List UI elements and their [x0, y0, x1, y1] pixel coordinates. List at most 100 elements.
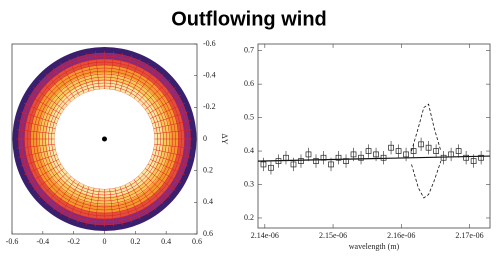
- data-point: [260, 161, 267, 168]
- y-tick-label: 0.4: [203, 197, 213, 206]
- data-point: [425, 144, 432, 151]
- grid-radial: [133, 179, 159, 214]
- grid-radial: [129, 182, 151, 219]
- data-point: [470, 158, 477, 164]
- grid-radial: [154, 129, 193, 135]
- grid-radial: [24, 163, 62, 186]
- data-point: [478, 154, 484, 161]
- grid-radial: [16, 119, 56, 129]
- x-tick-label: 2.15e-06: [319, 231, 347, 240]
- grid-radial: [16, 149, 56, 159]
- grid-radial: [150, 159, 189, 177]
- data-point: [463, 154, 469, 161]
- model-line: [411, 160, 442, 199]
- data-point: [433, 148, 439, 154]
- y-tick-label: 0: [203, 134, 207, 143]
- grid-radial: [24, 92, 62, 115]
- grid-radial: [109, 51, 115, 90]
- y-tick-label: 0.2: [244, 213, 254, 222]
- x-tick-label: 0.2: [130, 237, 140, 246]
- grid-radial: [85, 187, 95, 227]
- grid-radial: [66, 54, 85, 94]
- grid-radial: [119, 51, 134, 92]
- grid-radial: [141, 172, 174, 201]
- grid-radial: [16, 143, 55, 149]
- y-tick-label: 0.4: [244, 146, 254, 155]
- data-point: [313, 158, 319, 164]
- grid-radial: [66, 184, 85, 224]
- grid-radial: [42, 70, 72, 103]
- grid-radial: [114, 187, 124, 227]
- figure-title: Outflowing wind: [171, 8, 327, 30]
- center-star: [102, 136, 107, 142]
- data-point: [365, 148, 372, 154]
- data-point: [388, 144, 394, 151]
- grid-radial: [133, 64, 159, 99]
- grid-radial: [42, 175, 72, 208]
- data-point: [418, 141, 424, 148]
- grid-radial: [141, 77, 174, 106]
- y-tick-label: -0.4: [203, 70, 216, 79]
- grid-radial: [16, 110, 58, 124]
- grid-radial: [29, 84, 65, 110]
- grid-radial: [153, 119, 193, 129]
- grid-radial: [124, 184, 143, 224]
- grid-radial: [137, 70, 167, 103]
- x-tick-label: 0.4: [161, 237, 171, 246]
- grid-radial: [109, 188, 115, 227]
- data-point: [320, 154, 327, 161]
- grid-radial: [85, 51, 95, 91]
- grid-radial: [58, 182, 80, 219]
- data-point: [403, 151, 409, 158]
- x-tick-label: -0.6: [6, 237, 19, 246]
- grid-radial: [58, 59, 80, 96]
- data-point: [455, 148, 462, 154]
- grid-radial: [94, 51, 100, 90]
- x-tick-label: 2.14e-06: [251, 231, 279, 240]
- data-point: [290, 161, 297, 168]
- grid-radial: [154, 143, 193, 149]
- y-tick-label: -0.2: [203, 102, 216, 111]
- y-tick-label: 0.2: [203, 165, 213, 174]
- right-frame: [257, 43, 491, 229]
- model-line: [411, 103, 442, 152]
- grid-radial: [144, 84, 180, 110]
- grid-radial: [137, 175, 167, 208]
- grid-radial: [75, 186, 90, 227]
- grid-radial: [35, 172, 68, 201]
- grid-radial: [129, 59, 151, 96]
- data-point: [305, 151, 312, 158]
- grid-radial: [75, 51, 90, 92]
- grid-radial: [151, 154, 193, 168]
- data-point: [380, 154, 387, 161]
- data-point: [268, 164, 274, 171]
- grid-radial: [114, 51, 124, 91]
- data-point: [283, 154, 289, 161]
- grid-radial: [151, 110, 193, 124]
- x-tick-label: -0.2: [67, 237, 80, 246]
- grid-radial: [153, 149, 193, 159]
- data-point: [335, 154, 342, 161]
- grid-radial: [16, 129, 55, 135]
- data-point: [410, 148, 417, 154]
- grid-radial: [119, 186, 134, 227]
- grid-radial: [94, 188, 100, 227]
- data-point: [298, 158, 304, 164]
- y-tick-label: 0.3: [244, 179, 254, 188]
- data-point: [350, 151, 357, 158]
- x-tick-label: 2.16e-06: [387, 231, 415, 240]
- data-point: [328, 161, 334, 168]
- data-point: [373, 151, 379, 158]
- grid-radial: [50, 179, 76, 214]
- y-tick-label: 0.6: [244, 79, 254, 88]
- y-tick-label: 0.6: [203, 229, 213, 238]
- data-point: [395, 148, 402, 154]
- y-tick-label: 0.5: [244, 112, 254, 121]
- grid-radial: [144, 168, 180, 194]
- grid-radial: [50, 64, 76, 99]
- data-point: [343, 158, 349, 164]
- grid-radial: [150, 101, 189, 119]
- x-tick-label: 0.6: [192, 237, 202, 246]
- x-tick-label: -0.4: [36, 237, 49, 246]
